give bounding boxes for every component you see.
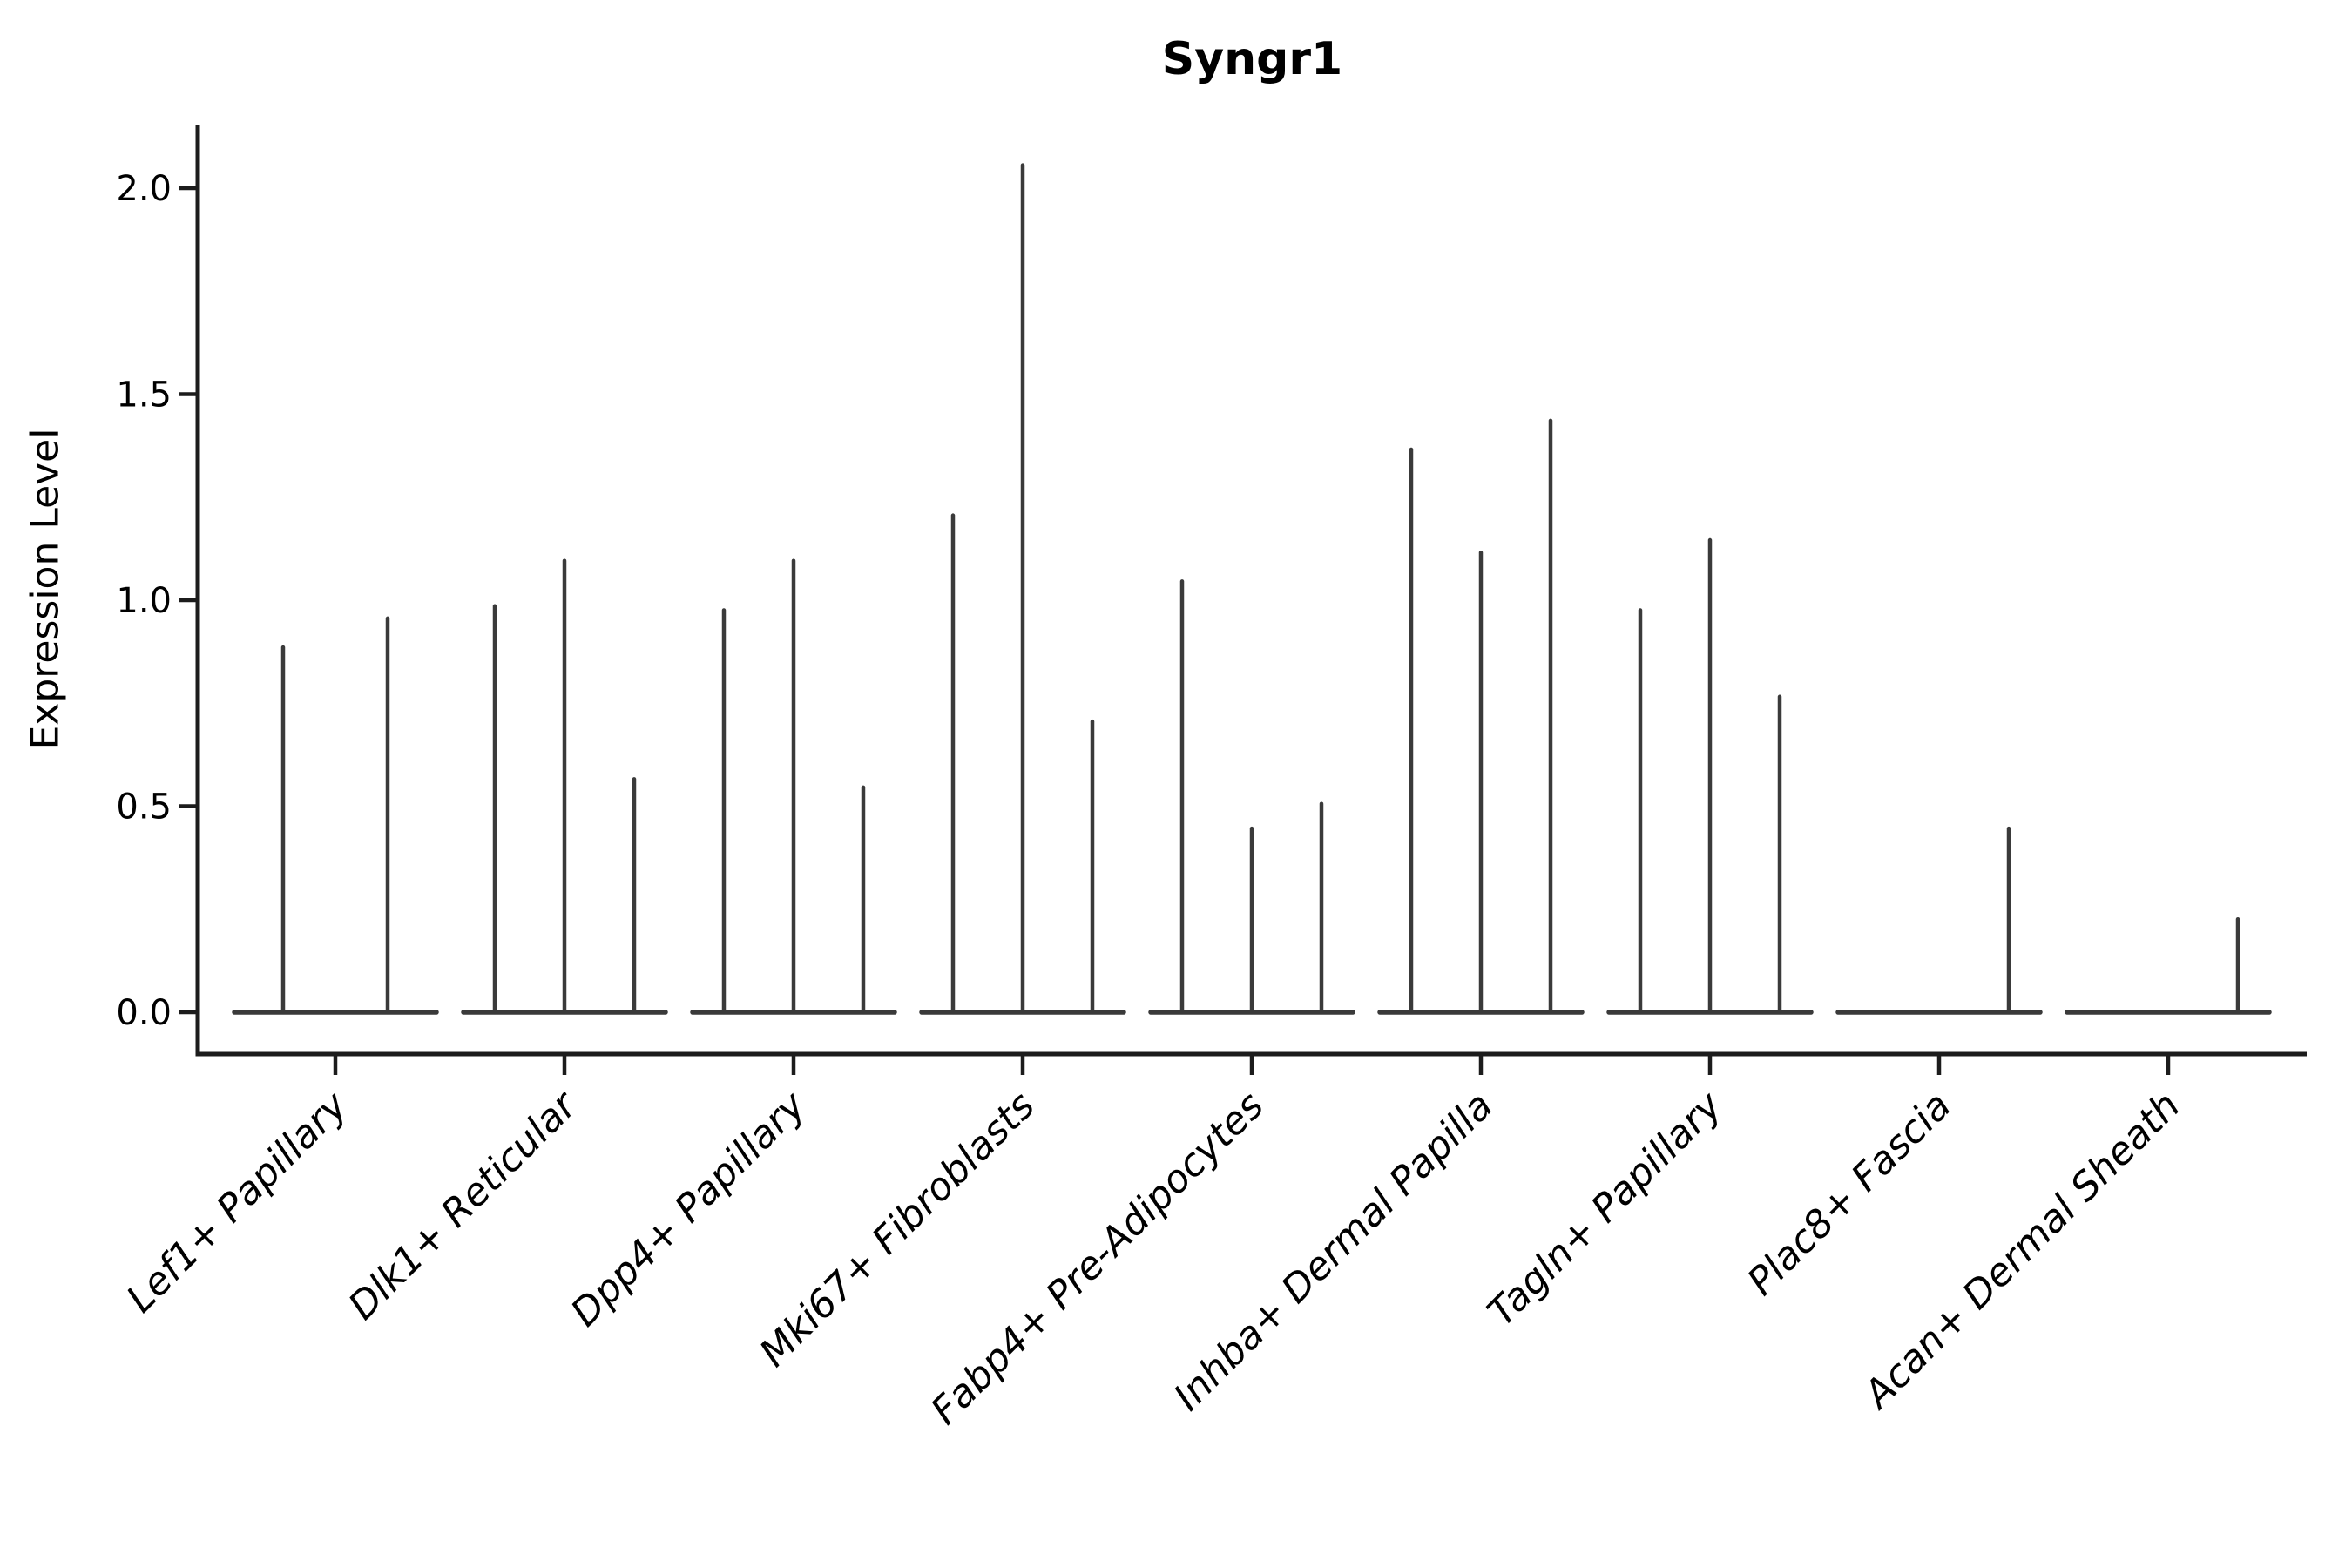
x-tick-label: Plac8+ Fascia (1739, 1084, 1959, 1304)
plot-title: Syngr1 (1161, 33, 1343, 85)
y-tick-label: 1.5 (116, 375, 172, 416)
x-tick-label: Dlk1+ Reticular (340, 1082, 586, 1328)
y-tick-label: 0.5 (116, 787, 172, 828)
x-tick-label: Lef1+ Papillary (118, 1083, 357, 1321)
y-tick-label: 0.0 (116, 993, 172, 1033)
x-tick-label: Dpp4+ Papillary (563, 1083, 815, 1335)
x-tick-label: Tagln+ Papillary (1479, 1083, 1731, 1335)
y-tick-label: 1.0 (116, 581, 172, 621)
y-tick-label: 2.0 (116, 169, 172, 209)
